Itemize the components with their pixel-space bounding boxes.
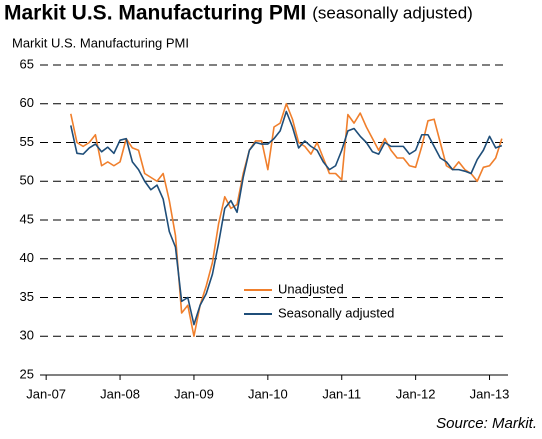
legend-label: Seasonally adjusted [278, 305, 394, 320]
chart-title: Markit U.S. Manufacturing PMI [4, 2, 306, 25]
y-tick-label: 60 [20, 95, 34, 110]
x-tick-label: Jan-11 [322, 386, 361, 401]
y-tick-label: 50 [20, 173, 34, 188]
x-tick-label: Jan-13 [470, 386, 510, 401]
x-tick-label: Jan-08 [100, 386, 140, 401]
x-tick-label: Jan-10 [248, 386, 288, 401]
y-tick-label: 30 [20, 328, 34, 343]
series-line [70, 110, 503, 326]
source-note: Source: Markit. [436, 415, 537, 432]
chart-subtitle: (seasonally adjusted) [312, 3, 473, 22]
y-tick-label: 40 [20, 250, 34, 265]
y-tick-label: 35 [20, 289, 34, 304]
x-tick-label: Jan-07 [26, 386, 66, 401]
y-tick-label: 65 [20, 56, 34, 71]
y-axis-label: Markit U.S. Manufacturing PMI [12, 35, 189, 50]
y-tick-label: 55 [20, 134, 34, 149]
legend-label: Unadjusted [278, 281, 344, 296]
x-tick-label: Jan-09 [174, 386, 214, 401]
series-line [70, 102, 503, 338]
y-tick-label: 25 [20, 366, 34, 381]
y-tick-label: 45 [20, 211, 34, 226]
x-tick-label: Jan-12 [396, 386, 436, 401]
